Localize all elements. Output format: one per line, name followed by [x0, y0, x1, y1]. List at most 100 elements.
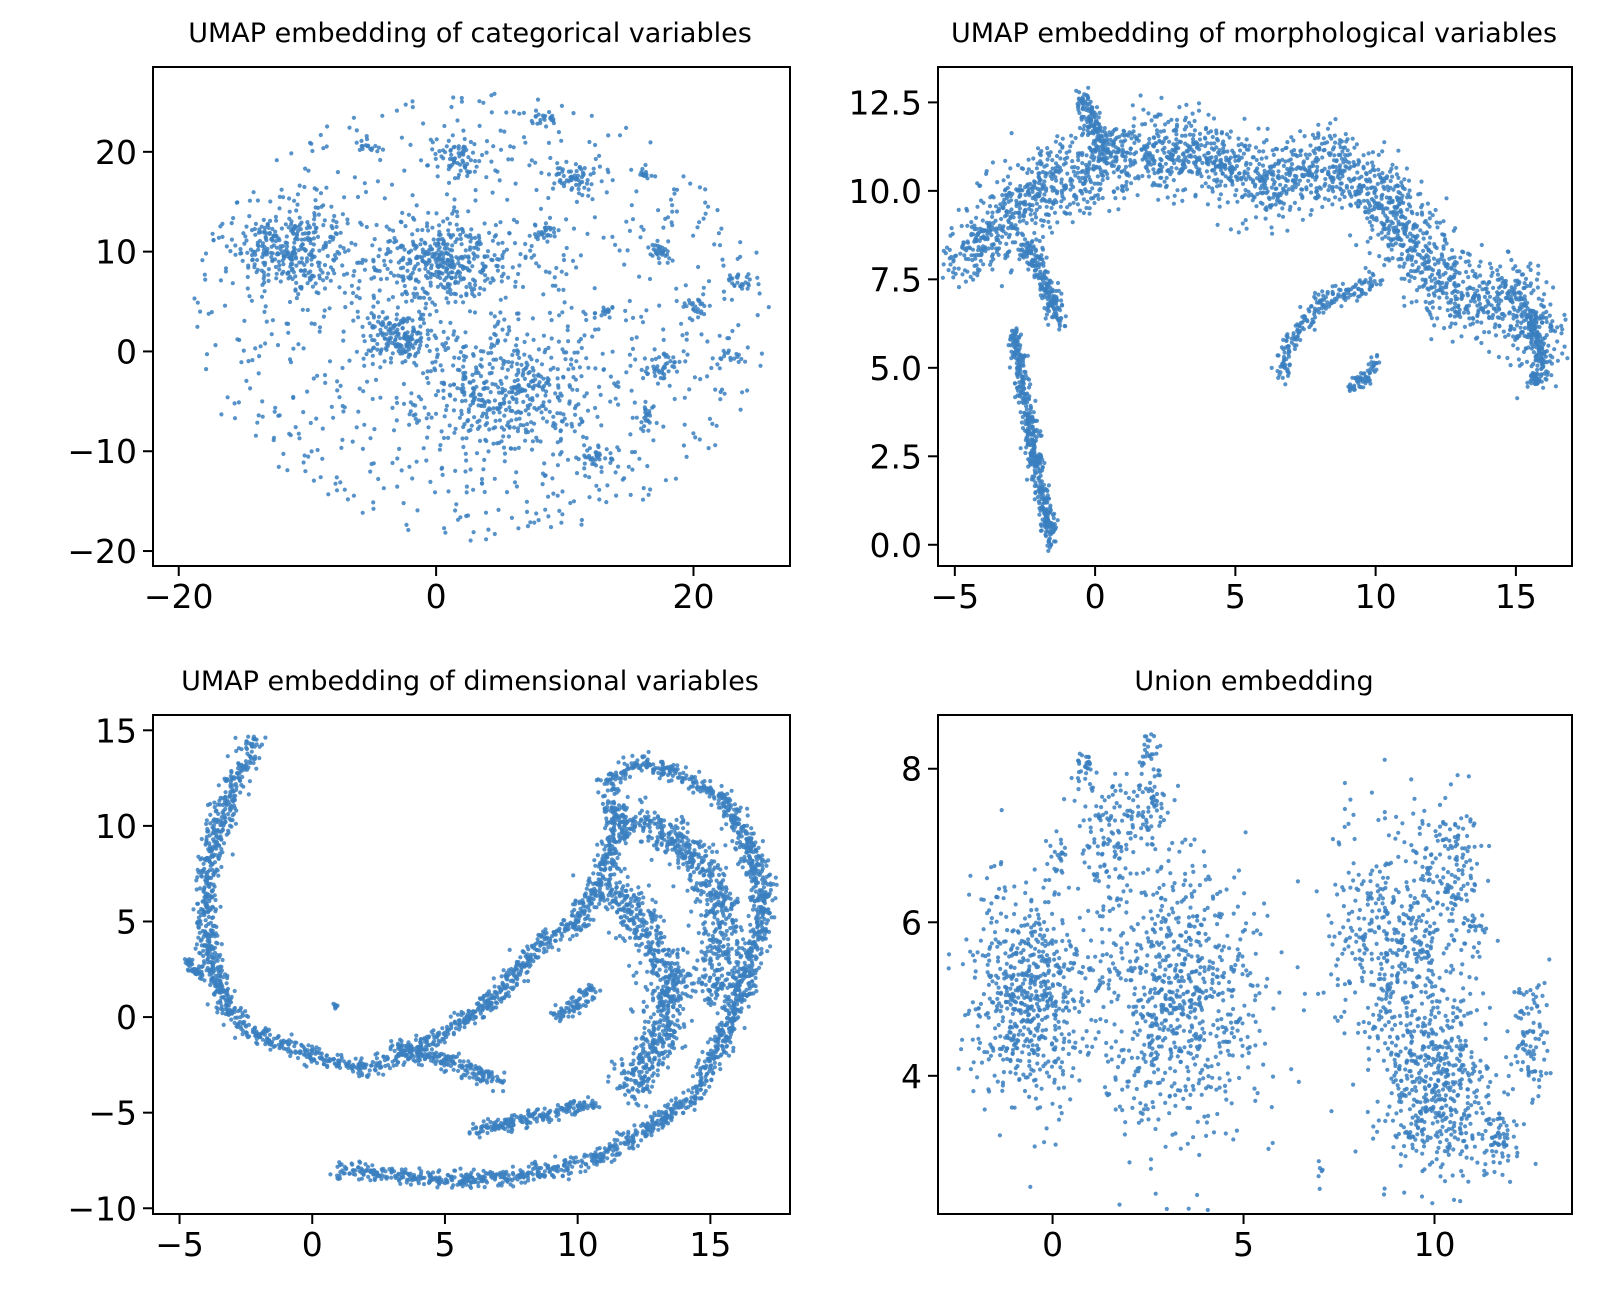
scatter-point [460, 382, 465, 387]
scatter-point [274, 158, 279, 163]
scatter-point [1262, 168, 1267, 173]
scatter-point [1487, 294, 1493, 299]
scatter-point [420, 286, 425, 291]
scatter-point [410, 99, 415, 104]
scatter-point [424, 416, 429, 421]
scatter-point [325, 253, 330, 259]
scatter-point [547, 270, 552, 275]
scatter-point [321, 223, 326, 228]
scatter-point [1251, 194, 1256, 199]
scatter-point [309, 321, 314, 326]
scatter-point [656, 256, 661, 261]
scatter-point [1075, 170, 1080, 175]
scatter-point [498, 356, 503, 361]
scatter-point [1468, 322, 1473, 327]
scatter-point [1114, 135, 1119, 140]
scatter-point [623, 318, 629, 323]
scatter-point [616, 464, 621, 469]
scatter-point [296, 342, 301, 347]
scatter-point [1408, 268, 1414, 274]
scatter-point [433, 411, 439, 416]
scatter-point [444, 192, 450, 197]
scatter-point [1116, 207, 1121, 212]
scatter-point [1168, 172, 1173, 177]
scatter-point [599, 179, 604, 184]
scatter-point [1352, 145, 1357, 150]
scatter-point [975, 204, 980, 209]
scatter-point [590, 334, 595, 339]
scatter-point [335, 379, 340, 384]
scatter-point [368, 469, 373, 474]
scatter-point [541, 292, 546, 297]
scatter-point [492, 398, 497, 403]
scatter-point [417, 309, 422, 314]
scatter-point [441, 388, 446, 393]
scatter-point [1023, 202, 1028, 207]
scatter-point [1162, 179, 1167, 184]
scatter-point [1156, 134, 1161, 139]
scatter-point [613, 383, 619, 388]
scatter-point [392, 322, 398, 328]
scatter-point [1376, 152, 1381, 157]
scatter-point [437, 447, 442, 452]
scatter-point [435, 237, 441, 242]
scatter-point [317, 260, 322, 265]
scatter-point [956, 207, 961, 212]
scatter-point [1264, 155, 1269, 160]
scatter-point [536, 264, 542, 269]
scatter-point [1219, 179, 1224, 184]
scatter-point [340, 365, 345, 371]
scatter-point [578, 180, 583, 185]
scatter-point [414, 459, 419, 464]
scatter-point [504, 375, 509, 380]
scatter-point [1196, 101, 1202, 106]
scatter-point [551, 491, 556, 496]
scatter-point [1396, 148, 1401, 153]
scatter-point [1195, 171, 1200, 177]
scatter-point [260, 414, 265, 419]
scatter-point [573, 177, 578, 182]
scatter-point [1399, 252, 1404, 257]
scatter-point [368, 436, 373, 441]
scatter-point [490, 276, 495, 281]
scatter-point [570, 387, 575, 392]
scatter-point [271, 233, 276, 239]
scatter-point [578, 253, 584, 258]
scatter-point [249, 298, 254, 303]
scatter-point [444, 246, 450, 251]
scatter-point [402, 247, 407, 252]
scatter-point [401, 265, 406, 270]
scatter-point [457, 415, 462, 420]
scatter-point [667, 256, 672, 261]
scatter-point [293, 287, 298, 292]
scatter-point [498, 404, 503, 409]
scatter-point [1033, 215, 1039, 220]
scatter-point [616, 402, 621, 407]
scatter-point [556, 339, 562, 344]
scatter-point [1021, 218, 1026, 223]
scatter-point [263, 304, 268, 309]
scatter-point [426, 412, 431, 417]
scatter-point [1243, 143, 1248, 148]
scatter-point [1467, 252, 1472, 257]
scatter-point [1334, 184, 1339, 189]
scatter-point [1383, 234, 1388, 239]
scatter-point [617, 248, 622, 253]
scatter-point [426, 269, 431, 274]
scatter-point [1100, 195, 1105, 201]
scatter-point [521, 135, 527, 140]
scatter-point [451, 145, 456, 150]
scatter-point [297, 183, 302, 188]
scatter-point [242, 241, 247, 246]
scatter-point [346, 248, 351, 253]
scatter-point [1420, 277, 1425, 282]
scatter-point [1284, 178, 1289, 183]
scatter-point [310, 148, 315, 154]
scatter-point [1290, 187, 1295, 193]
scatter-point [377, 247, 382, 252]
scatter-point [1553, 384, 1558, 389]
scatter-point [327, 359, 333, 364]
scatter-point [970, 258, 975, 263]
scatter-point [1511, 316, 1516, 321]
